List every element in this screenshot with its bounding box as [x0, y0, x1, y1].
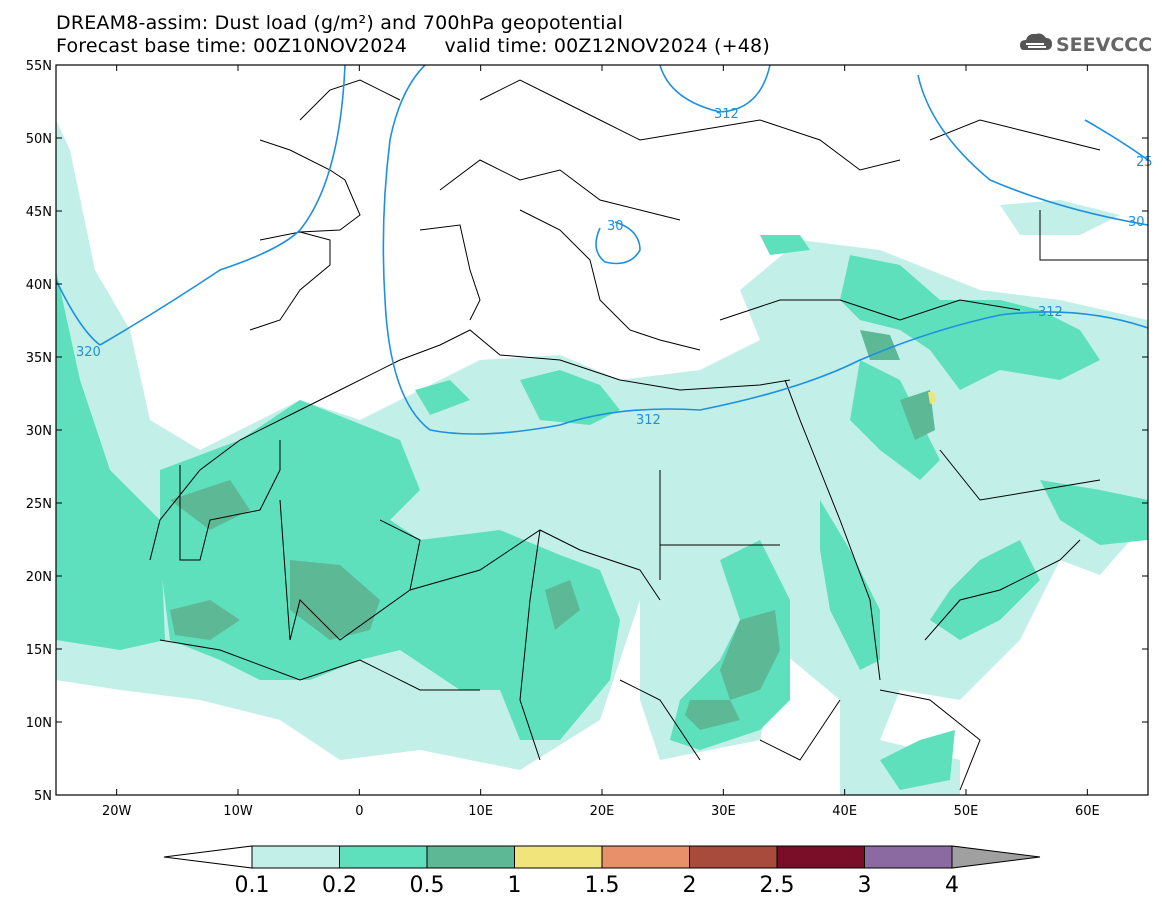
lon-label: 60E	[1075, 804, 1100, 819]
lat-label: 50N	[26, 132, 52, 147]
geopotential-contours	[56, 65, 1148, 435]
lon-label: 20E	[590, 804, 615, 819]
chart-title: DREAM8-assim: Dust load (g/m²) and 700hP…	[56, 12, 624, 34]
lon-label: 40E	[832, 804, 857, 819]
lat-label: 55N	[26, 59, 52, 74]
contour-label: 312	[714, 107, 739, 122]
axis-ticks	[56, 64, 1148, 796]
colorbar-tick-label: 0.1	[235, 873, 270, 898]
lon-label: 50E	[954, 804, 979, 819]
colorbar-tick-label: 3	[858, 873, 872, 898]
forecast-time-line: Forecast base time: 00Z10NOV2024 valid t…	[56, 35, 770, 57]
colorbar-box	[339, 845, 428, 869]
dust-field-peak	[928, 392, 936, 404]
lat-label: 15N	[26, 643, 52, 658]
lat-label: 45N	[26, 205, 52, 220]
colorbar-box	[864, 845, 953, 869]
dust-field-high	[170, 330, 935, 730]
colorbar-box	[426, 845, 515, 869]
colorbar-tick-label: 1.5	[585, 873, 620, 898]
lon-label: 10E	[468, 804, 493, 819]
lon-label: 30E	[711, 804, 736, 819]
colorbar-box	[601, 845, 690, 869]
colorbar-box	[514, 845, 603, 869]
longitude-labels: 20W 10W 0 10E 20E 30E 40E 50E 60E	[102, 804, 1100, 819]
lon-label: 0	[355, 804, 363, 819]
colorbar-tick-label: 0.5	[410, 873, 445, 898]
lon-label: 20W	[102, 804, 132, 819]
contour-label: 312	[1038, 305, 1063, 320]
colorbar-tick-label: 2	[683, 873, 697, 898]
contour-label: 30	[1128, 215, 1145, 230]
colorbar-tick-label: 4	[945, 873, 959, 898]
colorbar-tick-label: 2.5	[760, 873, 795, 898]
country-borders	[149, 79, 1148, 791]
latitude-labels: 55N 50N 45N 40N 35N 30N 25N 20N 15N 10N 5N	[26, 59, 52, 804]
lat-label: 40N	[26, 278, 52, 293]
lat-label: 20N	[26, 570, 52, 585]
seevccc-logo: SEEVCCC	[1020, 33, 1152, 56]
lat-label: 25N	[26, 497, 52, 512]
contour-label: 320	[76, 345, 101, 360]
lat-label: 35N	[26, 351, 52, 366]
lon-label: 10W	[223, 804, 253, 819]
contour-label: 30	[607, 219, 624, 234]
contour-label: 312	[636, 413, 661, 428]
colorbar-tick-label: 0.2	[322, 873, 357, 898]
lat-label: 5N	[34, 789, 52, 804]
lat-label: 30N	[26, 424, 52, 439]
logo-text: SEEVCCC	[1056, 34, 1152, 56]
colorbar-box	[776, 845, 865, 869]
colorbar-under-arrow	[163, 845, 253, 869]
lat-label: 10N	[26, 716, 52, 731]
colorbar-box	[251, 845, 340, 869]
colorbar-over-arrow	[951, 845, 1041, 869]
colorbar-tick-label: 1	[508, 873, 522, 898]
colorbar-box	[689, 845, 778, 869]
